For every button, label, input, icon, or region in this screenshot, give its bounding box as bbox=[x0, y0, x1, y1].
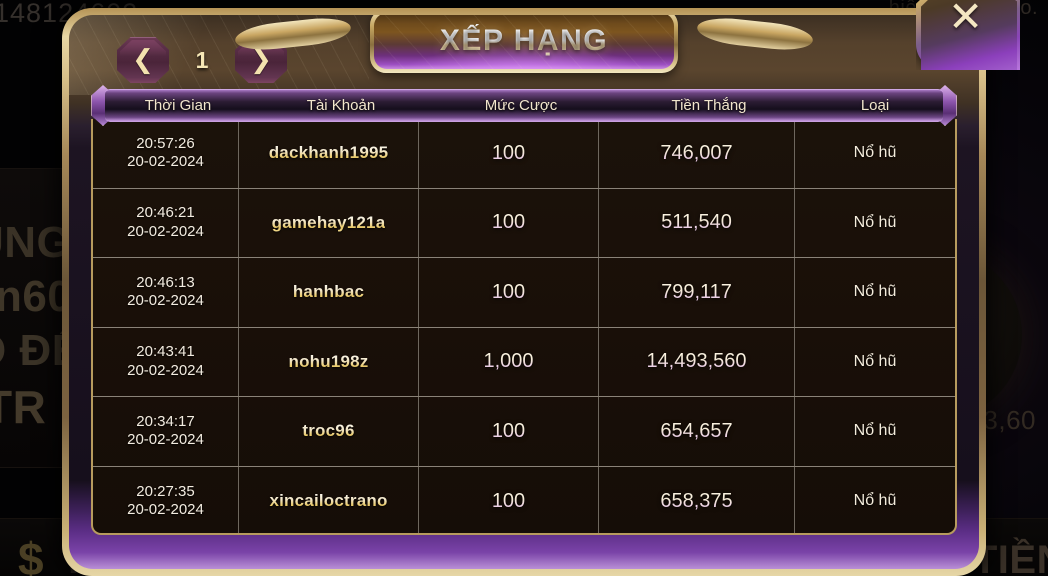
table-row[interactable]: 20:57:26 20-02-2024 dackhanh1995 100 746,007… bbox=[93, 119, 955, 189]
column-header-bet: Mức Cược bbox=[484, 97, 558, 114]
cell-account-value: xincailoctrano bbox=[269, 491, 388, 511]
cell-time: 20:46:13 20-02-2024 bbox=[93, 258, 239, 327]
chevron-left-icon: ❮ bbox=[132, 45, 154, 75]
cell-type-value: Nổ hũ bbox=[853, 422, 897, 440]
cell-win-value: 746,007 bbox=[660, 141, 733, 164]
cell-time-date: 20-02-2024 bbox=[127, 501, 204, 519]
cell-account-value: nohu198z bbox=[288, 351, 369, 371]
cell-win: 658,375 bbox=[599, 466, 795, 533]
cell-type-value: Nổ hũ bbox=[853, 213, 897, 231]
current-page-number: 1 bbox=[195, 46, 209, 73]
title-wing-right-decoration bbox=[697, 15, 813, 54]
cell-bet-value: 100 bbox=[491, 489, 526, 512]
cell-account-value: gamehay121a bbox=[271, 212, 386, 232]
cell-bet-value: 100 bbox=[491, 211, 526, 234]
column-header-account: Tài Khoản bbox=[306, 97, 376, 114]
cell-win-value: 658,375 bbox=[660, 489, 733, 512]
table-row[interactable]: 20:27:35 20-02-2024 xincailoctrano 100 658,3… bbox=[93, 466, 955, 534]
cell-account-value: troc96 bbox=[302, 421, 355, 441]
cell-type: Nổ hũ bbox=[795, 328, 955, 397]
table-row[interactable]: 20:43:41 20-02-2024 nohu198z 1,000 14,493,56… bbox=[93, 327, 955, 397]
cell-win-value: 511,540 bbox=[661, 211, 732, 234]
cell-bet-value: 100 bbox=[491, 141, 526, 164]
cell-win: 654,657 bbox=[599, 397, 795, 466]
cell-win: 14,493,560 bbox=[599, 327, 795, 396]
dialog-title-banner: XẾP HẠNG bbox=[235, 15, 813, 81]
column-header-type: Loại bbox=[860, 97, 890, 114]
cell-time: 20:46:21 20-02-2024 bbox=[93, 188, 239, 257]
cell-account: nohu198z bbox=[239, 327, 419, 396]
cell-win: 511,540 bbox=[599, 188, 795, 257]
table-row[interactable]: 20:46:21 20-02-2024 gamehay121a 100 511,540 N… bbox=[93, 188, 955, 258]
cell-bet: 100 bbox=[419, 258, 599, 327]
cell-time-date: 20-02-2024 bbox=[127, 153, 204, 171]
cell-bet: 100 bbox=[419, 188, 599, 257]
cell-time-clock: 20:34:17 bbox=[136, 412, 195, 430]
cell-time-clock: 20:43:41 bbox=[136, 343, 195, 360]
cell-time-clock: 20:27:35 bbox=[136, 482, 195, 500]
cell-bet: 100 bbox=[419, 466, 599, 533]
cell-type-value: Nổ hũ bbox=[853, 352, 897, 370]
cell-time: 20:27:35 20-02-2024 bbox=[93, 466, 239, 533]
chevron-right-icon: ❯ bbox=[250, 45, 272, 75]
background-promo-line-2: an60 bbox=[0, 272, 73, 321]
cell-account: gamehay121a bbox=[239, 188, 419, 257]
cell-time-clock: 20:46:13 bbox=[136, 273, 195, 291]
cell-type-value: Nổ hũ bbox=[853, 283, 897, 301]
cell-type: Nổ hũ bbox=[795, 258, 955, 327]
cell-bet: 100 bbox=[419, 397, 599, 466]
column-header-win: Tiền Thắng bbox=[671, 97, 747, 114]
cell-time-clock: 20:57:26 bbox=[136, 134, 195, 152]
cell-win-value: 799,117 bbox=[661, 280, 732, 303]
cell-account: hanhbac bbox=[239, 258, 419, 327]
title-wing-left-decoration bbox=[235, 15, 351, 54]
cell-account: troc96 bbox=[239, 397, 419, 466]
cell-account-value: hanhbac bbox=[292, 282, 365, 302]
cell-win-value: 654,657 bbox=[660, 419, 733, 442]
close-button[interactable]: ✕ bbox=[916, 0, 1020, 70]
background-promo-line-4: TR bbox=[0, 381, 47, 433]
background-dollar-icon: $ bbox=[18, 533, 45, 576]
cell-account: dackhanh1995 bbox=[239, 119, 419, 188]
cell-time: 20:43:41 20-02-2024 bbox=[93, 327, 239, 396]
cell-account-value: dackhanh1995 bbox=[268, 143, 389, 163]
cell-bet: 1,000 bbox=[419, 327, 599, 396]
cell-bet-value: 100 bbox=[491, 280, 526, 303]
close-icon: ✕ bbox=[948, 0, 984, 41]
cell-time: 20:34:17 20-02-2024 bbox=[93, 397, 239, 466]
column-header-time: Thời Gian bbox=[144, 97, 212, 114]
cell-account: xincailoctrano bbox=[239, 466, 419, 533]
cell-type: Nổ hũ bbox=[795, 467, 955, 534]
cell-bet-value: 1,000 bbox=[483, 350, 534, 373]
prev-page-button[interactable]: ❮ bbox=[117, 37, 169, 83]
cell-time-clock: 20:46:21 bbox=[136, 204, 195, 221]
ranking-dialog: ❮ 1 ❯ XẾP HẠNG Thời Gian Tài Khoản bbox=[62, 0, 1020, 576]
cell-bet: 100 bbox=[419, 119, 599, 188]
table-row[interactable]: 20:34:17 20-02-2024 troc96 100 654,657 Nổ hũ bbox=[93, 397, 955, 467]
cell-type: Nổ hũ bbox=[795, 119, 955, 188]
cell-time-date: 20-02-2024 bbox=[127, 222, 204, 240]
cell-time-date: 20-02-2024 bbox=[127, 292, 204, 310]
cell-time-date: 20-02-2024 bbox=[127, 361, 204, 379]
cell-bet-value: 100 bbox=[491, 419, 526, 442]
cell-win: 746,007 bbox=[599, 119, 795, 188]
cell-win: 799,117 bbox=[599, 258, 795, 327]
cell-type-value: Nổ hũ bbox=[853, 144, 897, 162]
cell-time-date: 20-02-2024 bbox=[127, 431, 204, 449]
cell-type: Nổ hũ bbox=[795, 189, 955, 258]
table-header: Thời Gian Tài Khoản Mức Cược Tiền Thắng … bbox=[91, 85, 957, 126]
cell-time: 20:57:26 20-02-2024 bbox=[93, 119, 239, 188]
dialog-title: XẾP HẠNG bbox=[439, 24, 609, 57]
table-row[interactable]: 20:46:13 20-02-2024 hanhbac 100 799,117 Nổ hũ bbox=[93, 258, 955, 328]
cell-type: Nổ hũ bbox=[795, 397, 955, 466]
background-promo-line-1: ÙNG bbox=[0, 218, 72, 267]
cell-type-value: Nổ hũ bbox=[853, 492, 897, 510]
cell-win-value: 14,493,560 bbox=[646, 350, 747, 373]
table-body[interactable]: 20:57:26 20-02-2024 dackhanh1995 100 746,007… bbox=[91, 119, 957, 535]
